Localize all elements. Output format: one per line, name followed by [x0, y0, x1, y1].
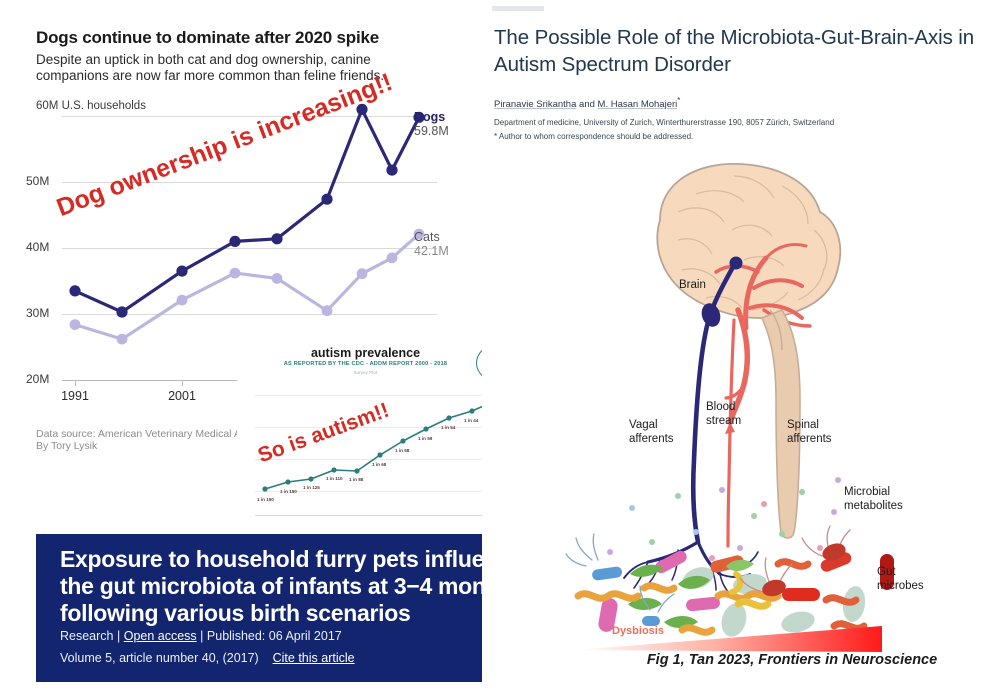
autism-x-axis: [255, 515, 523, 516]
figure-label-brain: Brain: [679, 279, 706, 291]
gridline-60m: [62, 116, 437, 117]
y-axis-label-30m: 30M: [26, 306, 50, 320]
dysbiosis-gradient-bar: [574, 626, 882, 652]
figure-label-microbial-metabolites: Microbial metabolites: [844, 486, 903, 513]
vagal-afferent-nerve: [623, 256, 759, 597]
journal-article-meta-line1: Research | Open access | Published: 06 A…: [60, 629, 342, 643]
figure-label-blood-stream: Blood stream: [706, 401, 742, 428]
pet-chart-byline: By Tory Lysik: [36, 440, 98, 452]
cats-series-label: Cats: [414, 230, 440, 244]
autism-chart-subtitle: AS REPORTED BY THE CDC - ADDM REPORT 200…: [283, 361, 448, 367]
vagal-terminal-node: [729, 256, 743, 270]
meta-separator-1: |: [116, 629, 121, 643]
cats-series-value: 42.1M: [414, 244, 449, 258]
figure-label-spinal-afferents: Spinal afferents: [787, 419, 832, 446]
autism-point-label-2002: 1 in 150: [280, 489, 297, 494]
pet-chart-plot-area: 50M 40M 30M 20M: [26, 103, 457, 386]
paper-correspondence-note: * Author to whom correspondence should b…: [494, 132, 694, 141]
autism-chart-title: autism prevalence: [310, 346, 421, 360]
paper-authors: Piranavie Srikantha and M. Hasan Mohajer…: [494, 96, 974, 110]
cats-line: [73, 232, 421, 341]
gridline-50m: [62, 182, 437, 183]
autism-point-label-2008: 1 in 88: [349, 477, 364, 482]
author-correspondence-mark: *: [677, 96, 681, 105]
y-axis-label-50m: 50M: [26, 174, 50, 188]
journal-article-type: Research: [60, 629, 114, 643]
autism-gridline-3: [255, 459, 523, 460]
brain-icon: [656, 163, 842, 331]
gut-brain-axis-figure: Brain Vagal afferents Blood stream Spina…: [482, 160, 1000, 668]
autism-gridline-4: [255, 491, 523, 492]
author-link-2[interactable]: M. Hasan Mohajeri: [597, 99, 678, 111]
xtick-label-1991: 1991: [61, 389, 89, 403]
autism-point-label-2000: 1 in 150: [257, 497, 274, 502]
y-axis-label-20m: 20M: [26, 372, 50, 386]
open-access-link[interactable]: Open access: [123, 629, 197, 643]
autism-chart-subtitle-secondary: Survey Plot: [353, 370, 378, 375]
cite-this-article-link[interactable]: Cite this article: [272, 651, 355, 665]
blood-stream-vessel: [724, 307, 751, 548]
xtick-label-2001: 2001: [168, 389, 196, 403]
pet-chart-title: Dogs continue to dominate after 2020 spi…: [36, 28, 380, 47]
xtick-1991: [75, 380, 76, 386]
journal-article-title: Exposure to household furry pets influen…: [60, 546, 536, 627]
gridline-30m: [62, 314, 437, 315]
autism-point-label-2018: 1 in 44: [464, 418, 479, 423]
autism-point-label-2012: 1 in 68: [395, 448, 410, 453]
spinal-cord-icon: [760, 309, 801, 539]
autism-point-label-2014: 1 in 59: [418, 436, 433, 441]
paper-title: The Possible Role of the Microbiota-Gut-…: [494, 26, 975, 77]
autism-point-label-2006: 1 in 110: [326, 476, 343, 481]
journal-published-date: Published: 06 April 2017: [206, 629, 342, 643]
dogs-series-label: Dogs: [414, 110, 446, 124]
dogs-markers: [69, 103, 425, 318]
pet-chart-series-svg: [69, 103, 425, 345]
figure-label-vagal-afferents: Vagal afferents: [629, 419, 674, 446]
meta-separator-2: |: [200, 629, 204, 643]
figure-caption: Fig 1, Tan 2023, Frontiers in Neuroscien…: [646, 652, 938, 668]
gut-microbes-illustration: [565, 525, 894, 637]
gridline-40m: [62, 248, 437, 249]
figure-label-gut-microbes: Gut microbes: [877, 566, 924, 593]
vagal-ganglion: [701, 303, 721, 327]
y-axis-label-40m: 40M: [26, 240, 50, 254]
dogs-series-value: 59.8M: [414, 124, 449, 138]
autism-point-label-2010: 1 in 68: [372, 462, 387, 467]
cats-markers: [69, 228, 425, 345]
paper-breadcrumb-placeholder: [492, 6, 544, 11]
autism-gridline-1: [255, 395, 523, 396]
xtick-2001: [182, 380, 183, 386]
paper-affiliation: Department of medicine, University of Zu…: [494, 118, 835, 127]
autism-point-label-2004: 1 in 125: [303, 485, 320, 490]
autism-gridline-2: [255, 427, 523, 428]
paper-panel: The Possible Role of the Microbiota-Gut-…: [482, 0, 1000, 700]
pet-chart-y-axis-caption: 60M U.S. households: [36, 100, 146, 112]
pet-chart-source: Data source: American Veterinary Medical…: [36, 428, 241, 440]
gut-brain-axis-illustration: [565, 163, 894, 652]
journal-volume-info: Volume 5, article number 40, (2017): [60, 651, 259, 665]
author-link-1[interactable]: Piranavie Srikantha: [494, 99, 577, 111]
autism-point-label-2016: 1 in 54: [441, 425, 456, 430]
author-conjunction: and: [579, 99, 595, 111]
figure-label-dysbiosis: Dysbiosis: [612, 625, 664, 637]
journal-article-meta-line2: Volume 5, article number 40, (2017) Cite…: [60, 651, 355, 665]
pet-chart-subtitle: Despite an uptick in both cat and dog ow…: [36, 52, 385, 84]
microbial-metabolite-dots: [607, 477, 841, 569]
